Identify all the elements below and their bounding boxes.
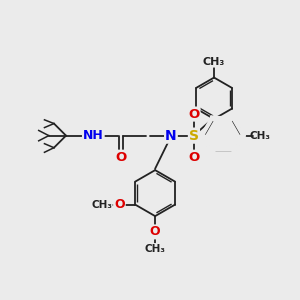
Text: O: O: [150, 225, 160, 239]
Text: O: O: [114, 198, 125, 211]
Text: CH₃: CH₃: [203, 57, 225, 67]
Text: O: O: [188, 151, 200, 164]
Text: N: N: [165, 129, 177, 142]
Text: CH₃: CH₃: [91, 200, 112, 210]
Text: CH₃: CH₃: [250, 130, 271, 141]
Text: O: O: [188, 108, 200, 121]
Text: S: S: [189, 129, 199, 142]
Text: O: O: [115, 151, 126, 164]
Text: NH: NH: [83, 129, 104, 142]
Text: CH₃: CH₃: [145, 244, 166, 254]
